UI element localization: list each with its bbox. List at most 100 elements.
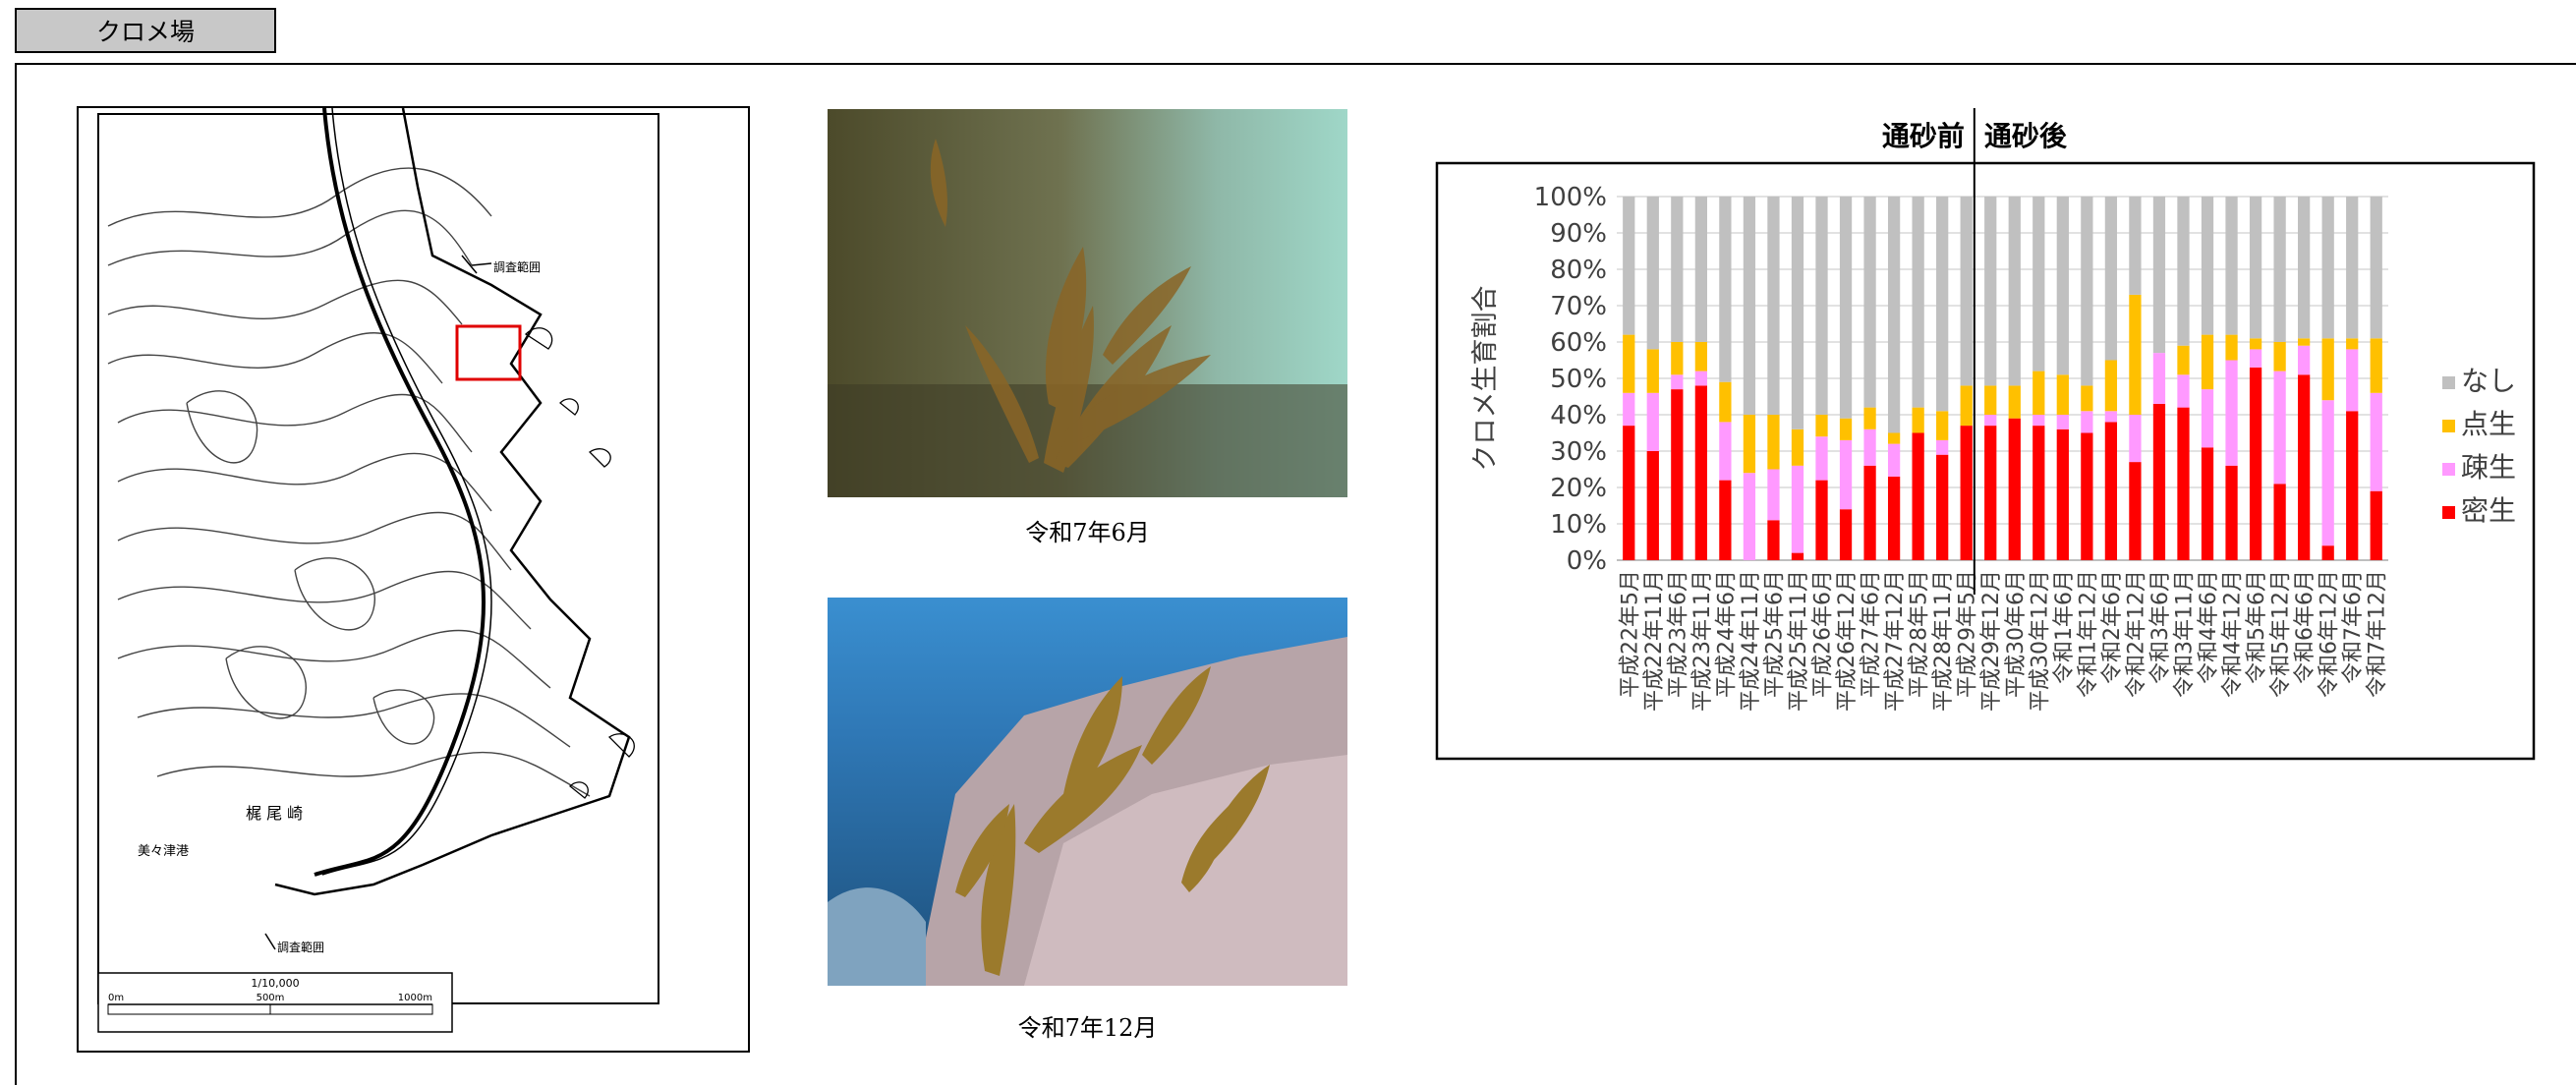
harbor-label: 美々津港: [138, 844, 189, 859]
x-tick-label: 平成27年6月: [1860, 570, 1884, 698]
bar-segment: [1815, 415, 1827, 436]
bar-segment: [1744, 197, 1755, 415]
bar-segment: [2250, 338, 2261, 349]
x-tick-label: 令和6年6月: [2293, 570, 2318, 684]
bar-segment: [2057, 374, 2069, 415]
bar-segment: [1840, 419, 1852, 440]
bar-segment: [2057, 429, 2069, 560]
legend-swatch: [2442, 376, 2455, 389]
legend-label: 点生: [2461, 408, 2516, 440]
x-tick-label: 令和2年12月: [2124, 570, 2148, 698]
legend-swatch: [2442, 506, 2455, 519]
bar-segment: [2081, 385, 2092, 411]
bar-segment: [2225, 466, 2237, 560]
bar-segment: [2153, 404, 2165, 560]
x-tick-label: 平成27年12月: [1883, 570, 1908, 712]
bar-segment: [2273, 484, 2285, 560]
cape-label: 梶 尾 崎: [246, 804, 303, 823]
bar-segment: [2009, 197, 2021, 385]
bar-segment: [2371, 393, 2382, 491]
x-tick-label: 令和5年12月: [2269, 570, 2294, 698]
bar-segment: [2009, 419, 2021, 560]
bar-segment: [2273, 371, 2285, 485]
legend-swatch: [2442, 420, 2455, 432]
bar-segment: [2032, 426, 2044, 560]
bar-segment: [1744, 415, 1755, 473]
bar-segment: [2273, 342, 2285, 371]
x-tick-label: 平成28年11月: [1931, 570, 1956, 712]
x-tick-label: 令和4年12月: [2221, 570, 2246, 698]
x-tick-label: 平成24年11月: [1739, 570, 1763, 712]
legend-label: なし: [2461, 365, 2516, 397]
bar-segment: [1913, 408, 1924, 433]
bar-segment: [2346, 349, 2358, 411]
y-tick-label: 30%: [1550, 437, 1607, 467]
x-tick-label: 平成28年5月: [1908, 570, 1932, 698]
bar-segment: [2057, 197, 2069, 374]
section-title: クロメ場: [96, 13, 195, 48]
y-tick-label: 80%: [1550, 256, 1607, 285]
x-tick-label: 令和3年6月: [2148, 570, 2173, 684]
bar-segment: [1984, 415, 1996, 426]
y-tick-label: 50%: [1550, 365, 1607, 394]
annotation-before: 通砂前: [1882, 120, 1965, 152]
legend-label: 密生: [2461, 494, 2516, 527]
bar-segment: [1961, 426, 1973, 560]
bar-segment: [1863, 197, 1875, 408]
bar-segment: [1623, 197, 1634, 335]
bar-segment: [1671, 374, 1683, 389]
bar-segment: [2346, 411, 2358, 560]
bar-segment: [2081, 411, 2092, 432]
left-border: [15, 63, 17, 1085]
x-tick-label: 平成25年6月: [1762, 570, 1787, 698]
x-tick-label: 平成29年5月: [1956, 570, 1980, 698]
bar-segment: [1840, 197, 1852, 419]
y-tick-label: 60%: [1550, 328, 1607, 358]
bar-segment: [2177, 374, 2189, 407]
bar-segment: [2177, 197, 2189, 346]
y-tick-label: 40%: [1550, 401, 1607, 430]
bar-segment: [1888, 444, 1900, 477]
legend-swatch: [2442, 463, 2455, 476]
bar-segment: [2346, 197, 2358, 338]
scale-tick-500: 500m: [257, 993, 285, 1003]
photo-caption-december: 令和7年12月: [828, 1008, 1347, 1043]
bar-segment: [1647, 393, 1659, 451]
bar-segment: [2081, 197, 2092, 385]
bar-segment: [2371, 338, 2382, 393]
x-tick-label: 令和4年6月: [2197, 570, 2221, 684]
bar-segment: [1623, 426, 1634, 560]
bar-segment: [1815, 481, 1827, 560]
x-tick-label: 平成25年11月: [1787, 570, 1811, 712]
bar-segment: [2105, 422, 2117, 560]
x-tick-label: 令和5年6月: [2245, 570, 2269, 684]
x-tick-label: 令和3年11月: [2172, 570, 2197, 698]
bar-segment: [1695, 371, 1707, 386]
bar-segment: [1719, 197, 1731, 382]
map-panel: 調査範囲 調査範囲 梶 尾 崎 美々津港 1/10,000 0m 500m 10…: [77, 106, 750, 1053]
bar-segment: [1647, 197, 1659, 349]
bar-segment: [1792, 197, 1803, 429]
bar-segment: [1792, 429, 1803, 466]
bar-segment: [2105, 361, 2117, 412]
topographic-map: 調査範囲 調査範囲 梶 尾 崎 美々津港 1/10,000 0m 500m 10…: [79, 108, 748, 1051]
bar-segment: [1719, 422, 1731, 480]
bar-segment: [1767, 415, 1779, 470]
x-tick-label: 平成30年12月: [2028, 570, 2052, 712]
bar-segment: [1671, 389, 1683, 560]
bar-segment: [1863, 466, 1875, 560]
bar-segment: [1815, 197, 1827, 415]
growth-ratio-chart: 0%10%20%30%40%50%60%70%80%90%100% 平成22年5…: [1376, 98, 2555, 767]
x-tick-label: 平成24年6月: [1714, 570, 1739, 698]
bar-segment: [2298, 374, 2310, 560]
bar-segment: [2322, 400, 2334, 545]
scale-tick-0: 0m: [108, 993, 124, 1003]
bar-segment: [1767, 520, 1779, 560]
bar-segment: [1744, 473, 1755, 560]
bar-segment: [2105, 197, 2117, 361]
y-tick-label: 70%: [1550, 292, 1607, 321]
bar-segment: [1888, 477, 1900, 560]
photo-caption-june: 令和7年6月: [828, 513, 1347, 547]
x-tick-label: 令和7年12月: [2366, 570, 2390, 698]
y-tick-label: 100%: [1534, 183, 1607, 212]
